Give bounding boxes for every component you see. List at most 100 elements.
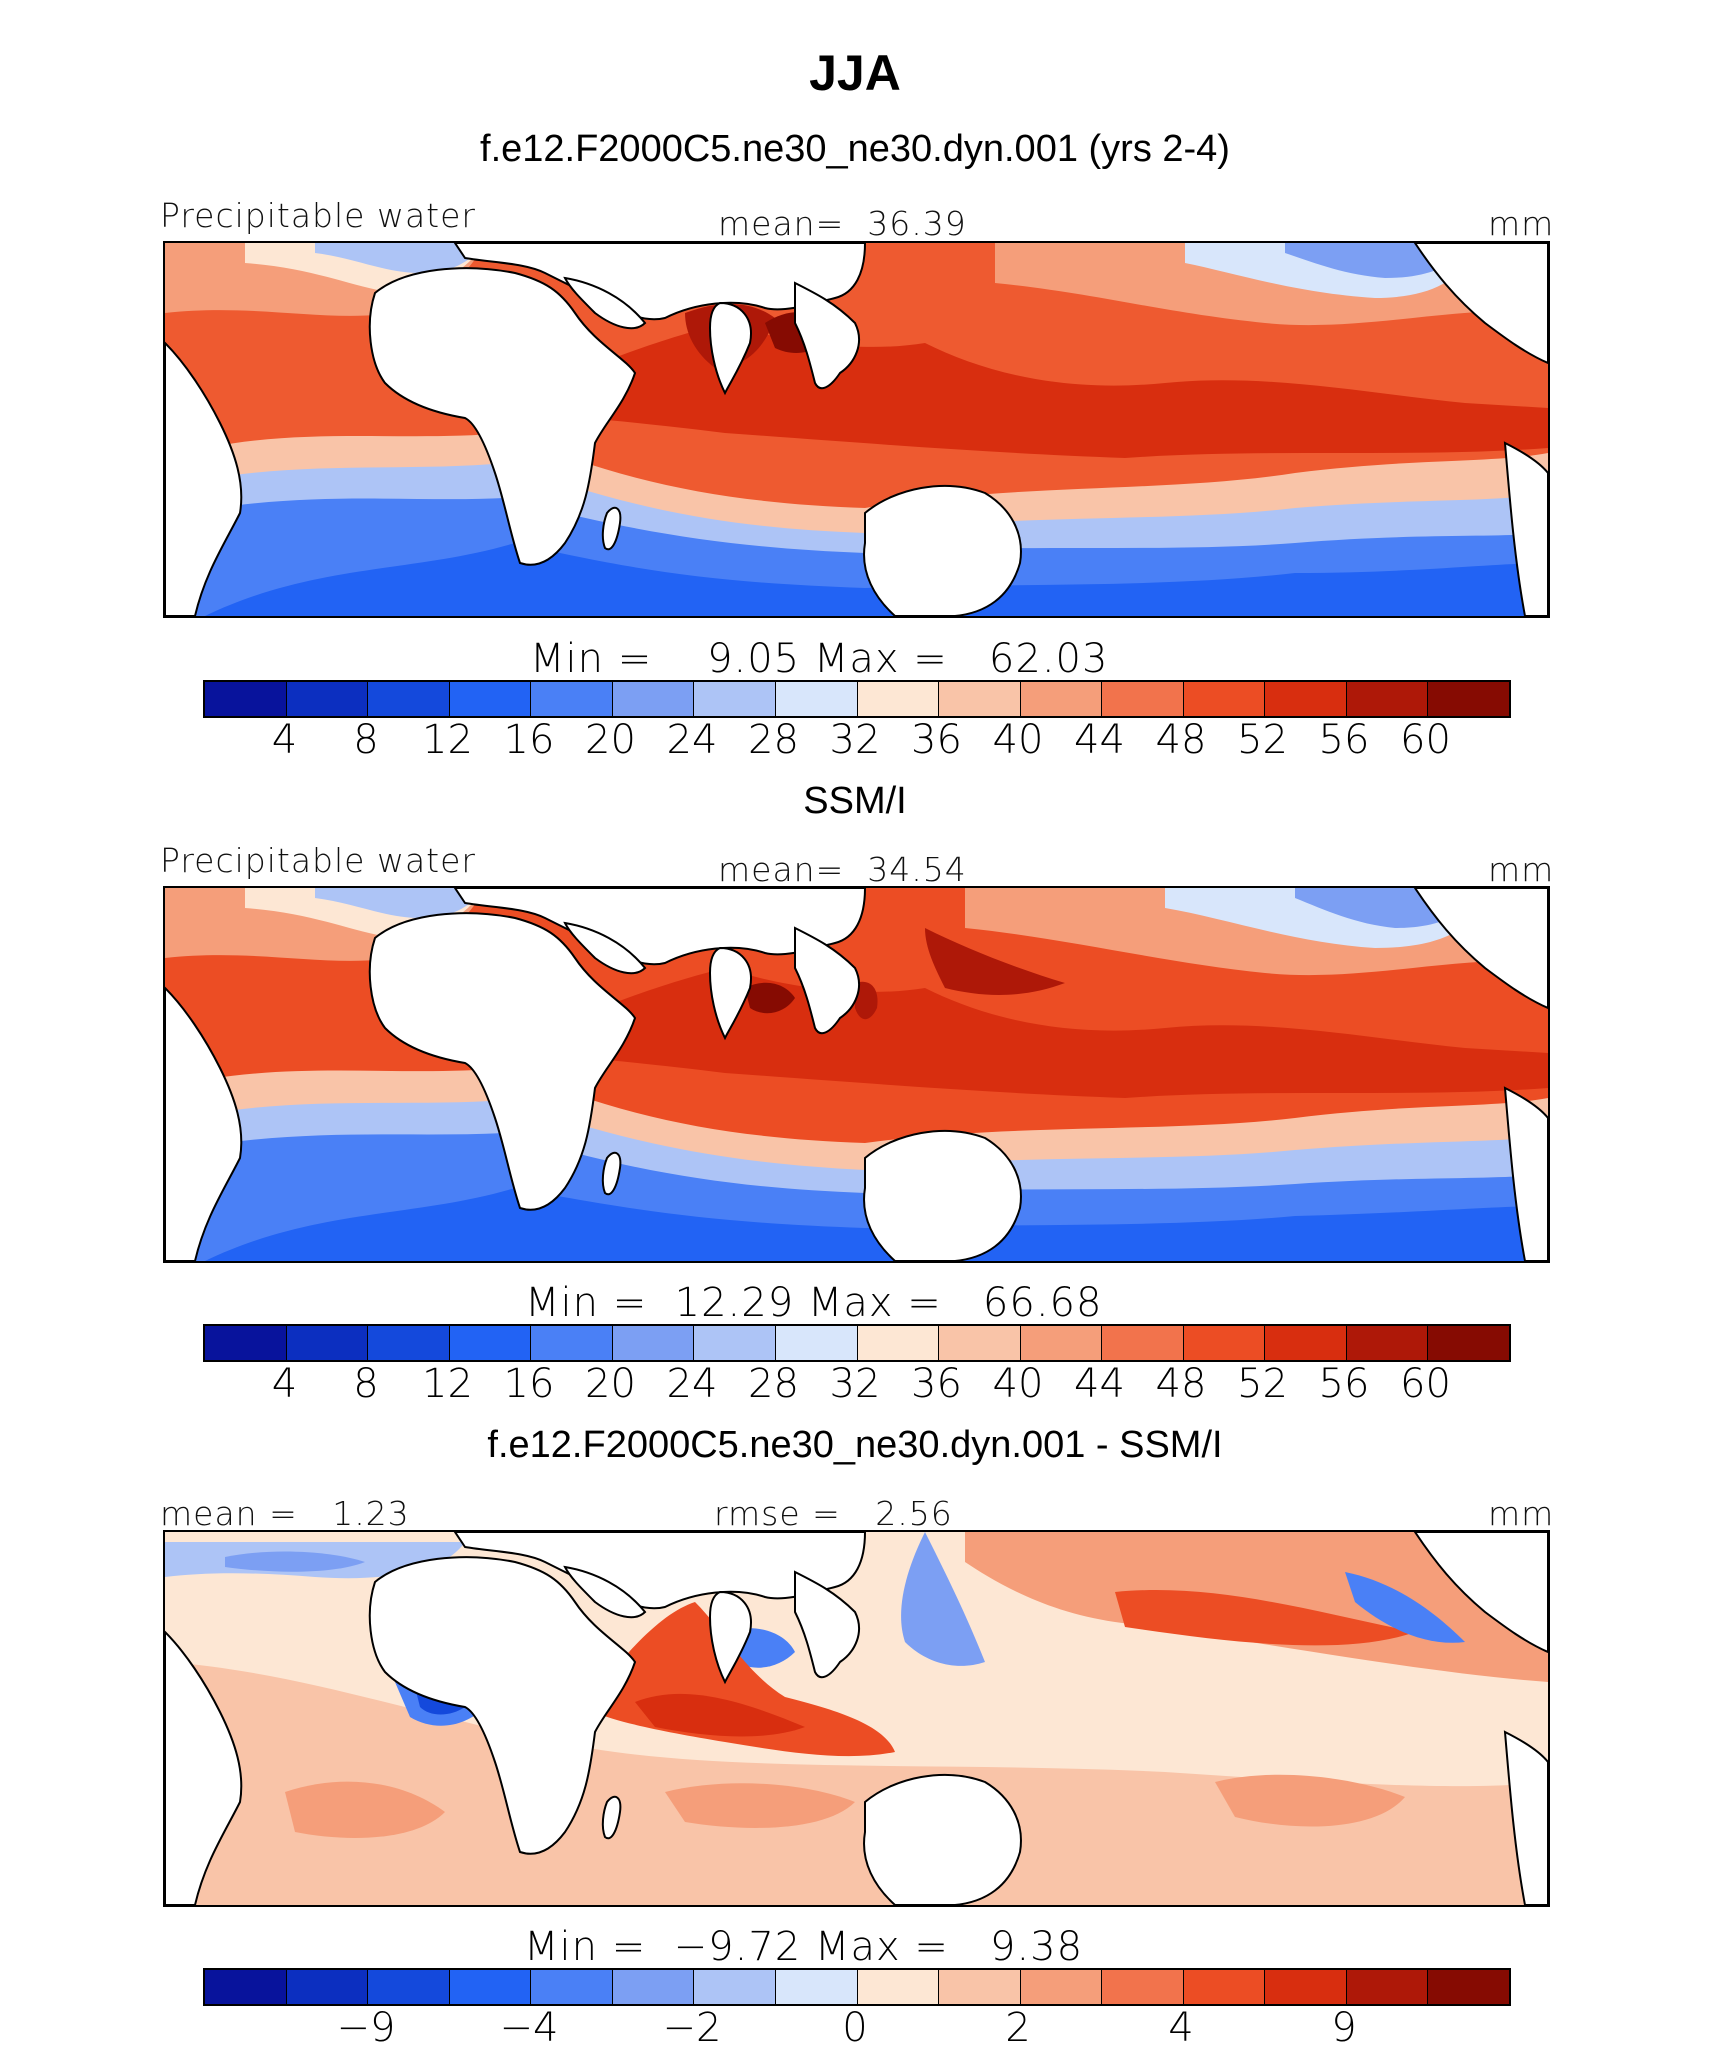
colorbar-2-box [857, 1326, 940, 1360]
colorbar-3-box [1183, 1970, 1266, 2004]
colorbar-3-box [449, 1970, 532, 2004]
colorbar-2-box [775, 1326, 858, 1360]
colorbar-2-box [1020, 1326, 1103, 1360]
colorbar-1-tick-label: 4 [271, 717, 298, 763]
colorbar-3-box [286, 1970, 369, 2004]
colorbar-2-tick-label: 28 [748, 1361, 799, 1407]
colorbar-1-box [775, 682, 858, 716]
colorbar-3-box [694, 1970, 776, 2004]
panel-3-rmse-label: rmse = 2.56 [714, 1494, 953, 1533]
colorbar-2-tick-label: 48 [1155, 1361, 1207, 1407]
colorbar-1-tick-label: 32 [829, 717, 881, 763]
colorbar-1-box [939, 682, 1021, 716]
colorbar-2-tick-label: 36 [911, 1361, 962, 1407]
panel-2-map [163, 886, 1550, 1263]
panel-1-min-max: Min = 9.05 Max = 62.03 [530, 636, 1109, 682]
colorbar-3-tick-label: −4 [499, 2005, 559, 2051]
panel-3-min-max: Min = −9.72 Max = 9.38 [524, 1924, 1084, 1970]
colorbar-2-box [531, 1326, 613, 1360]
panel-1-mean-label: mean= 36.39 [718, 204, 967, 243]
colorbar-1-tick-label: 40 [992, 717, 1044, 763]
colorbar-3-tick-label: 2 [1005, 2005, 1031, 2051]
colorbar-2-tick-label: 16 [503, 1361, 555, 1407]
colorbar-1-tick-label: 20 [585, 717, 636, 763]
colorbar-1-tick-label: 8 [353, 717, 379, 763]
colorbar-1-tick-label: 44 [1074, 717, 1125, 763]
panel-2-variable-label: Precipitable water [160, 841, 476, 880]
colorbar-3-tick-label: 4 [1168, 2005, 1194, 2051]
panel-3-colorbar [203, 1968, 1511, 2006]
colorbar-2-box [1428, 1326, 1509, 1360]
colorbar-3-box [205, 1970, 287, 2004]
colorbar-3-box [1428, 1970, 1509, 2004]
colorbar-1-box [1265, 682, 1347, 716]
colorbar-3-box [1265, 1970, 1347, 2004]
panel-2-title: SSM/I [803, 780, 907, 822]
panel-3-mean-label: mean = 1.23 [160, 1494, 410, 1533]
colorbar-2-box [1346, 1326, 1429, 1360]
panel-1-title: f.e12.F2000C5.ne30_ne30.dyn.001 (yrs 2-4… [480, 128, 1230, 170]
colorbar-3-box [857, 1970, 940, 2004]
colorbar-1-tick-label: 52 [1237, 717, 1288, 763]
colorbar-2-tick-label: 40 [992, 1361, 1044, 1407]
colorbar-1-box [531, 682, 613, 716]
colorbar-3-box [1346, 1970, 1429, 2004]
colorbar-2-box [694, 1326, 776, 1360]
panel-2-colorbar [203, 1324, 1511, 1362]
panel-2-mean-label: mean= 34.54 [718, 850, 967, 889]
colorbar-1-box [1346, 682, 1429, 716]
colorbar-3-box [612, 1970, 695, 2004]
colorbar-1-box [1428, 682, 1509, 716]
colorbar-1-tick-label: 12 [422, 717, 473, 763]
figure-title: JJA [809, 45, 901, 101]
colorbar-2-tick-label: 44 [1074, 1361, 1125, 1407]
colorbar-1-box [1020, 682, 1103, 716]
colorbar-2-box [205, 1326, 287, 1360]
colorbar-2-box [1102, 1326, 1184, 1360]
panel-3-title: f.e12.F2000C5.ne30_ne30.dyn.001 - SSM/I [487, 1424, 1223, 1466]
colorbar-1-tick-label: 56 [1318, 717, 1370, 763]
colorbar-2-tick-label: 20 [585, 1361, 636, 1407]
colorbar-2-tick-label: 60 [1400, 1361, 1451, 1407]
colorbar-3-box [939, 1970, 1021, 2004]
panel-1-variable-label: Precipitable water [160, 196, 476, 235]
colorbar-2-tick-label: 32 [829, 1361, 881, 1407]
colorbar-1-box [205, 682, 287, 716]
colorbar-1-box [1102, 682, 1184, 716]
colorbar-3-box [775, 1970, 858, 2004]
colorbar-2-box [1183, 1326, 1266, 1360]
colorbar-1-box [857, 682, 940, 716]
colorbar-1-tick-label: 60 [1400, 717, 1451, 763]
colorbar-3-tick-label: −9 [336, 2005, 396, 2051]
colorbar-2-box [449, 1326, 532, 1360]
colorbar-3-box [531, 1970, 613, 2004]
panel-1-colorbar [203, 680, 1511, 718]
colorbar-2-box [939, 1326, 1021, 1360]
colorbar-1-tick-label: 36 [911, 717, 962, 763]
colorbar-1-tick-label: 16 [503, 717, 555, 763]
panel-2-units-label: mm [1488, 850, 1555, 889]
panel-2-min-max: Min = 12.29 Max = 66.68 [525, 1280, 1103, 1326]
colorbar-2-tick-label: 56 [1318, 1361, 1370, 1407]
panel-1-map [163, 241, 1550, 618]
colorbar-3-tick-label: −2 [662, 2005, 722, 2051]
colorbar-1-box [286, 682, 369, 716]
colorbar-2-tick-label: 12 [422, 1361, 473, 1407]
colorbar-2-box [612, 1326, 695, 1360]
panel-3-units-label: mm [1488, 1494, 1555, 1533]
colorbar-2-box [286, 1326, 369, 1360]
colorbar-2-box [1265, 1326, 1347, 1360]
colorbar-2-tick-label: 52 [1237, 1361, 1288, 1407]
panel-1-units-label: mm [1488, 204, 1555, 243]
colorbar-3-box [368, 1970, 450, 2004]
colorbar-1-box [1183, 682, 1266, 716]
panel-3-colorbar-ticks: −9 −4 −2 0 2 4 9 [203, 2005, 1507, 2051]
colorbar-2-tick-label: 24 [666, 1361, 718, 1407]
colorbar-1-tick-label: 28 [748, 717, 799, 763]
colorbar-3-tick-label: 9 [1331, 2005, 1357, 2051]
colorbar-3-box [1020, 1970, 1103, 2004]
colorbar-1-box [612, 682, 695, 716]
colorbar-1-box [368, 682, 450, 716]
panel-2-colorbar-ticks: 4 8 12 16 20 24 28 32 36 40 44 48 52 56 60 [203, 1361, 1507, 1407]
colorbar-1-tick-label: 24 [666, 717, 718, 763]
